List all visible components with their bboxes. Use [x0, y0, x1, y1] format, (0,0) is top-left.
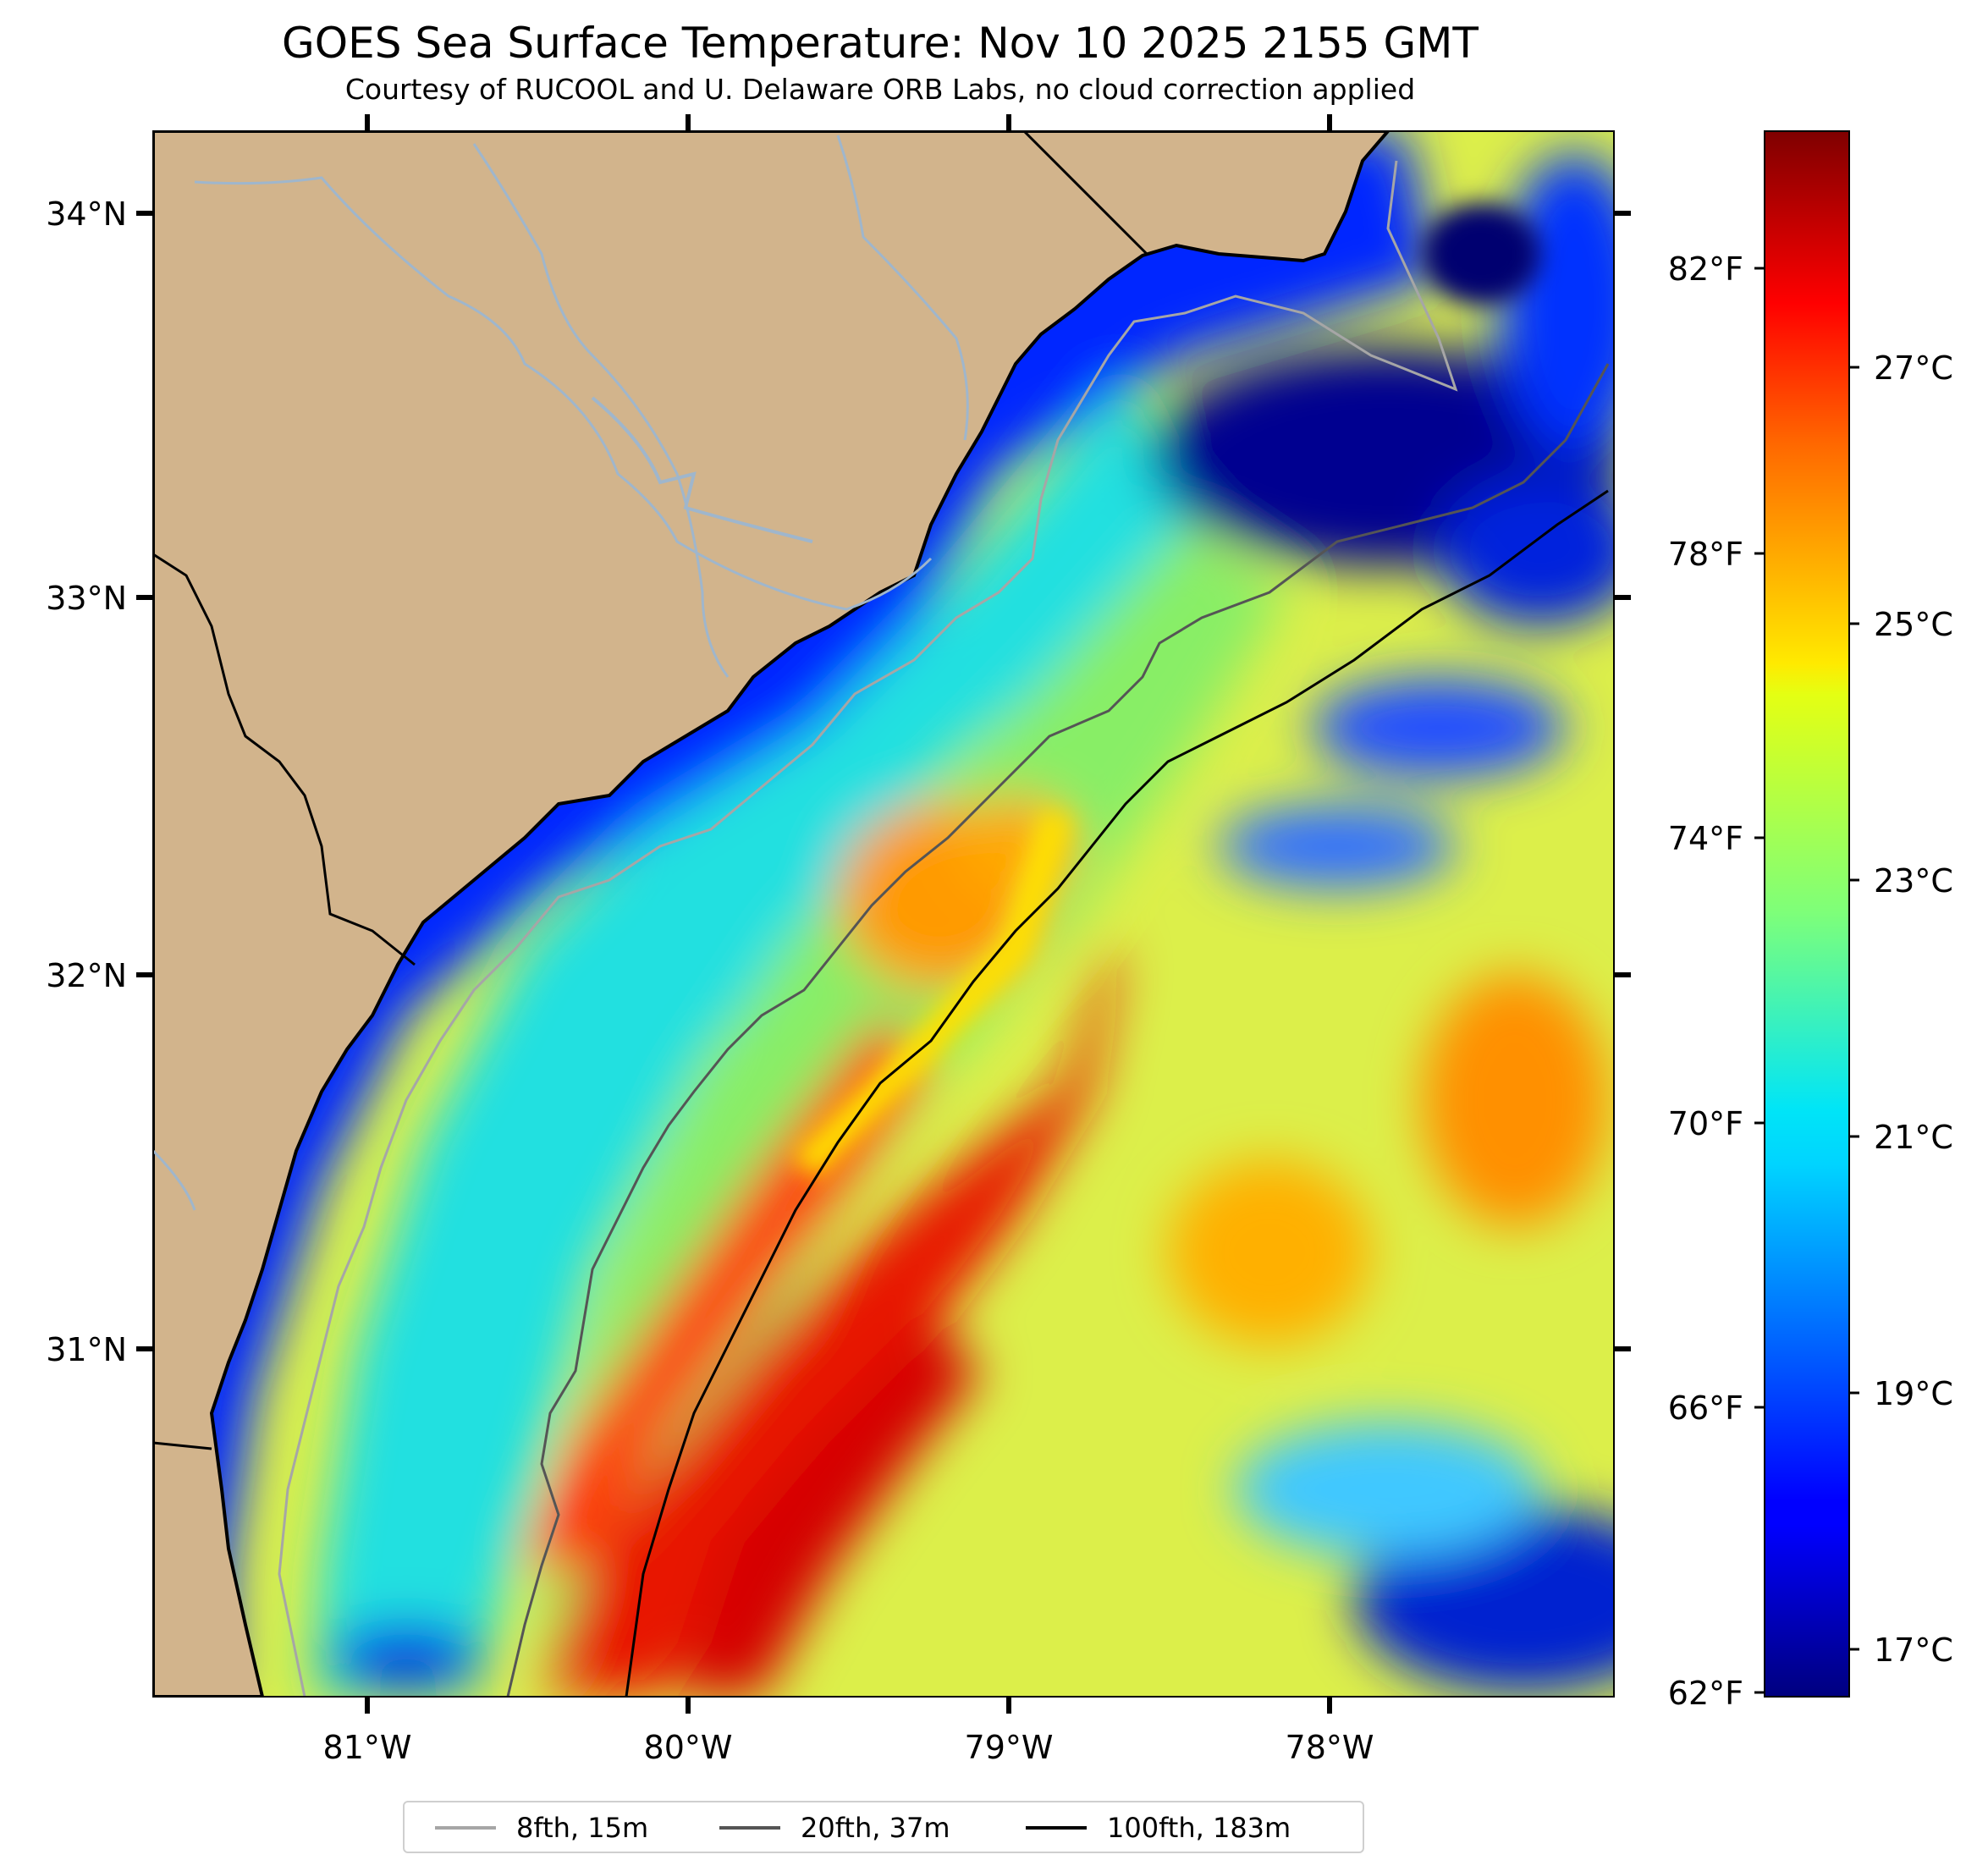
major-ticks [136, 114, 1631, 1714]
cbar-f-74: 74°F [1668, 820, 1743, 857]
lon-tick-79w: 79°W [965, 1729, 1054, 1766]
colorbar [1764, 130, 1850, 1698]
cbar-c-25: 25°C [1874, 606, 1953, 643]
isobath-20fth [506, 363, 1610, 1697]
cbar-c-17: 17°C [1874, 1632, 1953, 1669]
lat-tick-34n: 34°N [46, 195, 127, 233]
map-frame [152, 130, 1615, 1698]
colorbar-ticks [1754, 267, 1859, 1694]
legend-item-8fth: 8fth, 15m [435, 1811, 648, 1845]
legend-label-20fth: 20fth, 37m [801, 1812, 950, 1844]
cbar-c-23: 23°C [1874, 862, 1953, 900]
lon-tick-78w: 78°W [1286, 1729, 1374, 1766]
isobath-legend: 8fth, 15m 20fth, 37m 100fth, 183m [403, 1801, 1364, 1853]
lat-tick-31n: 31°N [46, 1331, 127, 1368]
isobath-100fth [625, 489, 1609, 1697]
cbar-f-82: 82°F [1668, 250, 1743, 288]
lat-tick-32n: 32°N [46, 957, 127, 994]
map-title: GOES Sea Surface Temperature: Nov 10 202… [282, 19, 1479, 68]
lon-tick-81w: 81°W [323, 1729, 412, 1766]
cbar-f-70: 70°F [1668, 1105, 1743, 1142]
legend-swatch-8fth [435, 1826, 496, 1830]
legend-swatch-100fth [1026, 1826, 1087, 1830]
cbar-f-62: 62°F [1668, 1675, 1743, 1712]
cbar-c-19: 19°C [1874, 1375, 1953, 1412]
lon-tick-80w: 80°W [644, 1729, 733, 1766]
legend-label-100fth: 100fth, 183m [1107, 1812, 1291, 1844]
lat-tick-33n: 33°N [46, 580, 127, 617]
cbar-f-66: 66°F [1668, 1389, 1743, 1427]
legend-label-8fth: 8fth, 15m [516, 1812, 649, 1844]
cbar-c-21: 21°C [1874, 1119, 1953, 1156]
isobaths [278, 160, 1610, 1697]
map-subtitle: Courtesy of RUCOOL and U. Delaware ORB L… [344, 73, 1416, 106]
cbar-c-27: 27°C [1874, 349, 1953, 387]
legend-item-100fth: 100fth, 183m [1026, 1811, 1291, 1845]
land-mass [153, 131, 1390, 1697]
isobath-8fth [278, 160, 1458, 1697]
legend-item-20fth: 20fth, 37m [719, 1811, 950, 1845]
legend-swatch-20fth [719, 1826, 780, 1830]
cbar-f-78: 78°F [1668, 536, 1743, 573]
